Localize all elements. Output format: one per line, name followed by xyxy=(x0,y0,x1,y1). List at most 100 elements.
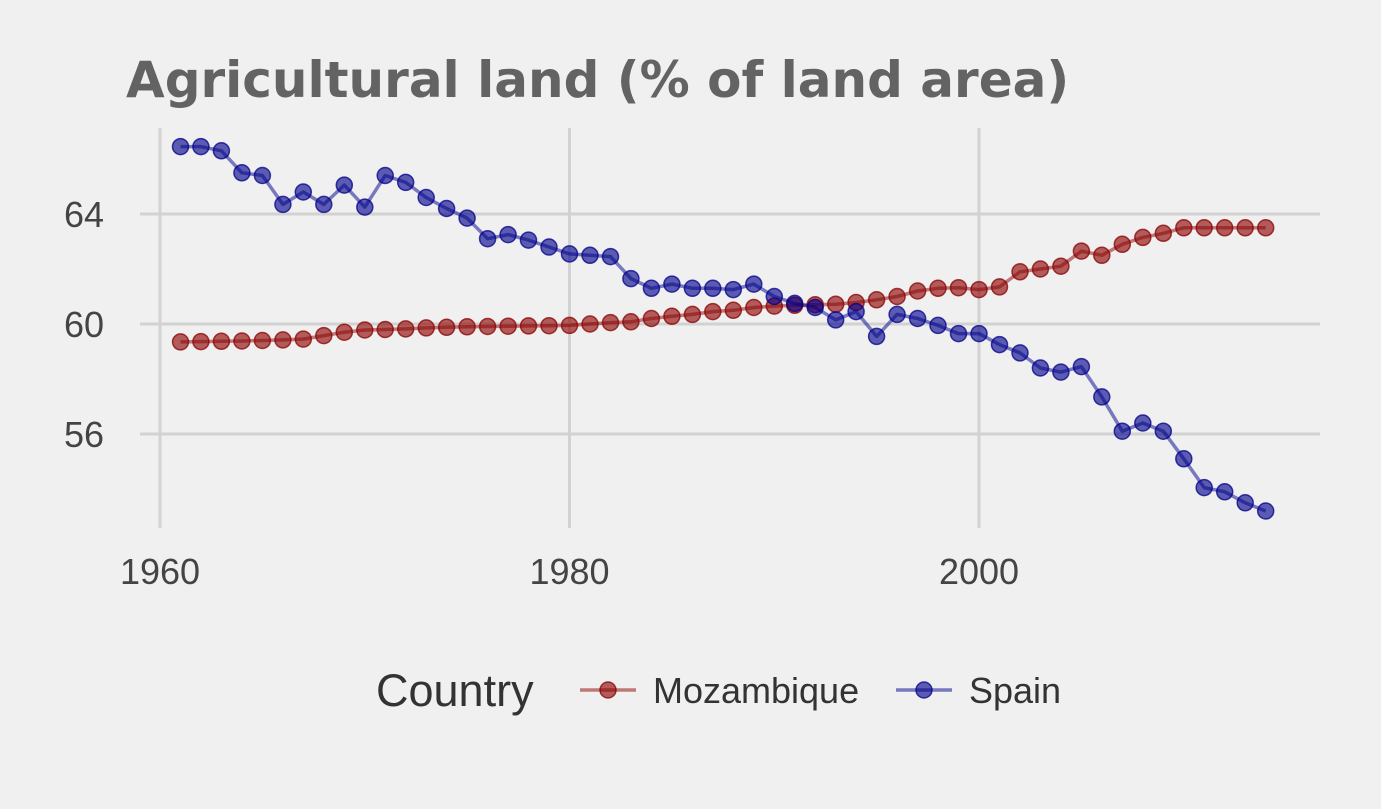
data-point xyxy=(540,238,558,256)
data-point xyxy=(970,324,988,343)
data-point xyxy=(1256,219,1275,237)
data-point xyxy=(724,280,743,299)
data-point xyxy=(785,294,804,313)
data-point xyxy=(745,275,763,293)
data-point xyxy=(847,302,865,321)
data-point xyxy=(949,278,968,297)
data-point xyxy=(622,313,640,331)
data-point xyxy=(929,279,947,298)
data-point xyxy=(745,298,763,317)
data-point xyxy=(970,280,988,299)
data-point xyxy=(581,246,599,265)
data-point xyxy=(867,327,886,346)
data-point xyxy=(908,309,927,328)
data-point xyxy=(929,316,947,335)
data-point xyxy=(1031,359,1050,377)
data-point xyxy=(274,195,292,214)
data-point xyxy=(1215,483,1234,501)
data-point xyxy=(499,225,517,244)
data-point xyxy=(253,166,272,185)
data-point xyxy=(458,318,476,336)
data-point xyxy=(356,198,374,216)
data-point xyxy=(478,229,497,248)
data-point xyxy=(540,316,558,335)
data-point xyxy=(1134,228,1152,247)
data-point xyxy=(417,188,435,207)
data-point xyxy=(806,298,824,317)
data-point xyxy=(1236,494,1254,512)
data-point xyxy=(1175,219,1193,237)
data-point xyxy=(519,317,538,335)
data-point xyxy=(683,305,702,324)
data-point xyxy=(274,331,292,349)
data-point xyxy=(663,275,681,293)
data-point xyxy=(192,332,210,351)
data-point xyxy=(315,326,333,345)
data-point xyxy=(212,142,231,160)
legend-title: Country xyxy=(376,665,534,716)
data-point xyxy=(294,183,313,201)
legend-item-spain: Spain xyxy=(896,670,1061,711)
data-point xyxy=(1113,235,1132,254)
x-tick-label: 1960 xyxy=(120,551,200,592)
data-point xyxy=(990,335,1009,354)
data-point xyxy=(642,279,661,298)
data-point xyxy=(376,166,394,185)
legend: Country Mozambique Spain xyxy=(376,665,1061,716)
data-point xyxy=(724,301,743,320)
data-point xyxy=(560,245,579,263)
series-mozambique xyxy=(171,219,1275,351)
data-point xyxy=(458,209,476,227)
data-point xyxy=(683,279,702,298)
data-point xyxy=(478,317,497,336)
data-point xyxy=(581,315,599,333)
legend-item-mozambique: Mozambique xyxy=(580,670,859,711)
legend-key-point xyxy=(599,681,617,699)
data-point xyxy=(704,279,722,298)
data-point xyxy=(1072,357,1091,376)
data-point xyxy=(437,318,456,337)
tick-labels: 1960 1980 2000 56 60 64 xyxy=(64,194,1019,592)
data-point xyxy=(1113,422,1132,440)
data-point xyxy=(765,287,784,306)
series-layer xyxy=(171,137,1275,520)
data-point xyxy=(601,313,620,332)
data-point xyxy=(1134,414,1152,432)
data-point xyxy=(826,295,845,313)
data-point xyxy=(601,247,620,266)
legend-key-point xyxy=(915,681,933,699)
data-point xyxy=(1093,246,1111,265)
data-point xyxy=(1011,344,1029,362)
data-point xyxy=(233,164,251,182)
data-point xyxy=(294,330,313,348)
x-tick-label: 2000 xyxy=(939,551,1019,592)
data-point xyxy=(1154,224,1173,243)
data-point xyxy=(499,317,517,335)
data-point xyxy=(949,324,968,343)
data-point xyxy=(908,282,927,300)
data-point xyxy=(356,321,374,339)
data-point xyxy=(233,332,251,350)
data-point xyxy=(1195,478,1213,497)
y-tick-label: 56 xyxy=(64,414,104,455)
y-tick-label: 64 xyxy=(64,194,104,235)
data-point xyxy=(1011,263,1029,281)
data-point xyxy=(1052,257,1070,275)
data-point xyxy=(888,287,906,306)
data-point xyxy=(642,309,661,328)
data-point xyxy=(437,199,456,218)
legend-label: Spain xyxy=(969,670,1061,711)
grid xyxy=(140,128,1320,528)
data-point xyxy=(315,195,333,214)
data-point xyxy=(192,137,210,156)
data-point xyxy=(1093,388,1111,406)
data-point xyxy=(376,320,394,339)
data-point xyxy=(1052,363,1070,381)
data-point xyxy=(171,333,190,351)
data-point xyxy=(1256,502,1275,520)
data-point xyxy=(396,320,415,338)
data-point xyxy=(1215,219,1234,237)
data-point xyxy=(519,231,538,249)
data-point xyxy=(560,316,579,335)
data-point xyxy=(622,269,640,288)
